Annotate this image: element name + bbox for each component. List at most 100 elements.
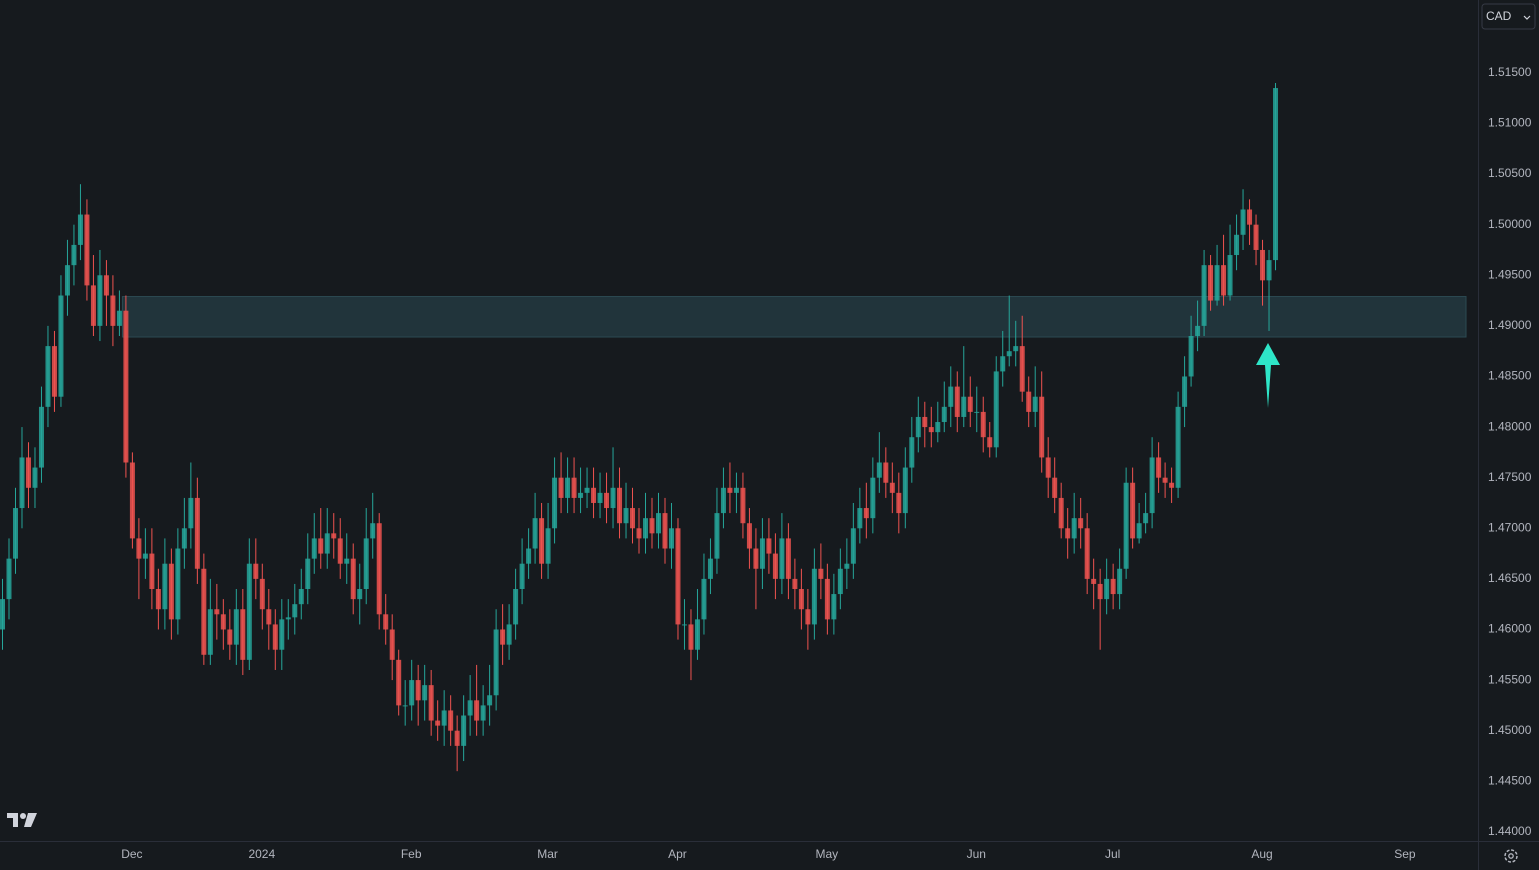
candle-body: [714, 513, 720, 559]
arrow-annotation: [1256, 343, 1280, 408]
candle-body: [831, 594, 837, 620]
candle-body: [6, 558, 12, 600]
candle-body: [84, 214, 90, 286]
candle-body: [772, 553, 778, 579]
candle-body: [220, 614, 226, 630]
candle-body: [565, 477, 571, 498]
logo-part[interactable]: [24, 813, 37, 827]
candle-body: [240, 609, 246, 660]
candle-body: [500, 629, 506, 645]
candle-body: [655, 513, 661, 534]
candle-body: [383, 614, 389, 630]
y-tick-label: 1.48000: [1488, 419, 1532, 433]
candle-body: [181, 528, 187, 549]
y-tick-label: 1.45000: [1488, 723, 1532, 737]
candle-body: [532, 518, 538, 549]
y-tick-label: 1.44000: [1488, 824, 1532, 838]
candle-body: [1201, 265, 1207, 326]
candle-body: [753, 548, 759, 569]
candle-body: [1026, 391, 1032, 412]
x-tick-label: Mar: [537, 847, 558, 861]
candle-body: [45, 346, 51, 407]
y-tick-label: 1.45500: [1488, 672, 1532, 686]
candle-body: [519, 563, 525, 590]
logo-part[interactable]: [20, 813, 26, 819]
candle-body: [844, 563, 850, 569]
candle-body: [97, 275, 103, 326]
candle-body: [935, 422, 941, 433]
candle-body: [909, 437, 915, 468]
candle-body: [1013, 346, 1019, 352]
candle-body: [25, 457, 31, 488]
candle-body: [1195, 325, 1201, 336]
candle-body: [1136, 523, 1142, 539]
y-tick-label: 1.51000: [1488, 116, 1532, 130]
candle-body: [376, 523, 382, 615]
candle-body: [746, 523, 752, 549]
candle-body: [58, 295, 64, 397]
candle-body: [1097, 583, 1103, 600]
candle-body: [552, 477, 558, 529]
candle-body: [1247, 209, 1253, 225]
x-tick-label: Apr: [668, 847, 687, 861]
candle-body: [1240, 209, 1246, 235]
logo[interactable]: [7, 813, 37, 827]
gear-center[interactable]: [1508, 853, 1514, 859]
candle-body: [961, 396, 967, 417]
y-tick-label: 1.47000: [1488, 520, 1532, 534]
candle-body: [1221, 265, 1227, 296]
x-tick-label: Jul: [1105, 847, 1120, 861]
candle-body: [396, 659, 402, 706]
candle-body: [246, 563, 252, 660]
x-tick-label: Aug: [1251, 847, 1272, 861]
candle-body: [136, 538, 142, 559]
dropdown-box[interactable]: [1481, 3, 1536, 30]
y-tick-label: 1.46000: [1488, 622, 1532, 636]
candle-body: [298, 589, 304, 605]
candle-body: [610, 487, 616, 509]
candle-body: [142, 553, 148, 559]
x-tick-label: Dec: [121, 847, 142, 861]
x-tick-label: 2024: [248, 847, 275, 861]
candle-body: [870, 477, 876, 519]
candle-body: [766, 538, 772, 554]
candle-body: [441, 710, 447, 726]
candle-body: [0, 599, 5, 630]
currency-dropdown[interactable]: CAD: [1481, 3, 1536, 30]
candle-body: [701, 578, 707, 620]
candle-body: [1156, 457, 1162, 478]
candle-body: [1208, 265, 1214, 301]
candle-body: [591, 487, 597, 503]
x-tick-label: Jun: [967, 847, 986, 861]
candle-body: [123, 310, 129, 463]
candle-body: [675, 528, 681, 625]
settings-icon[interactable]: [1504, 849, 1518, 863]
candle-body: [993, 371, 999, 448]
candle-body: [168, 563, 174, 620]
gear[interactable]: [1504, 849, 1518, 863]
candle-body: [1169, 482, 1175, 488]
candle-body: [597, 492, 603, 503]
candle-body: [324, 533, 330, 554]
candle-body: [681, 624, 687, 626]
candle-body: [409, 680, 415, 706]
candle-body: [1052, 477, 1058, 498]
candle-body: [643, 518, 649, 539]
candle-body: [805, 609, 811, 625]
y-tick-label: 1.50500: [1488, 166, 1532, 180]
dropdown-chevron[interactable]: [1523, 15, 1531, 20]
logo-part[interactable]: [7, 813, 18, 827]
candle-body: [818, 568, 824, 579]
x-tick-label: Feb: [401, 847, 422, 861]
currency-label[interactable]: CAD: [1486, 9, 1512, 23]
candle-body: [266, 609, 272, 625]
candle-body: [604, 492, 610, 509]
candle-body: [1266, 260, 1272, 281]
candle-body: [1117, 568, 1123, 595]
y-tick-label: 1.49500: [1488, 267, 1532, 281]
candle-body: [175, 548, 181, 620]
candle-body: [272, 624, 278, 650]
candle-body: [1084, 528, 1090, 579]
